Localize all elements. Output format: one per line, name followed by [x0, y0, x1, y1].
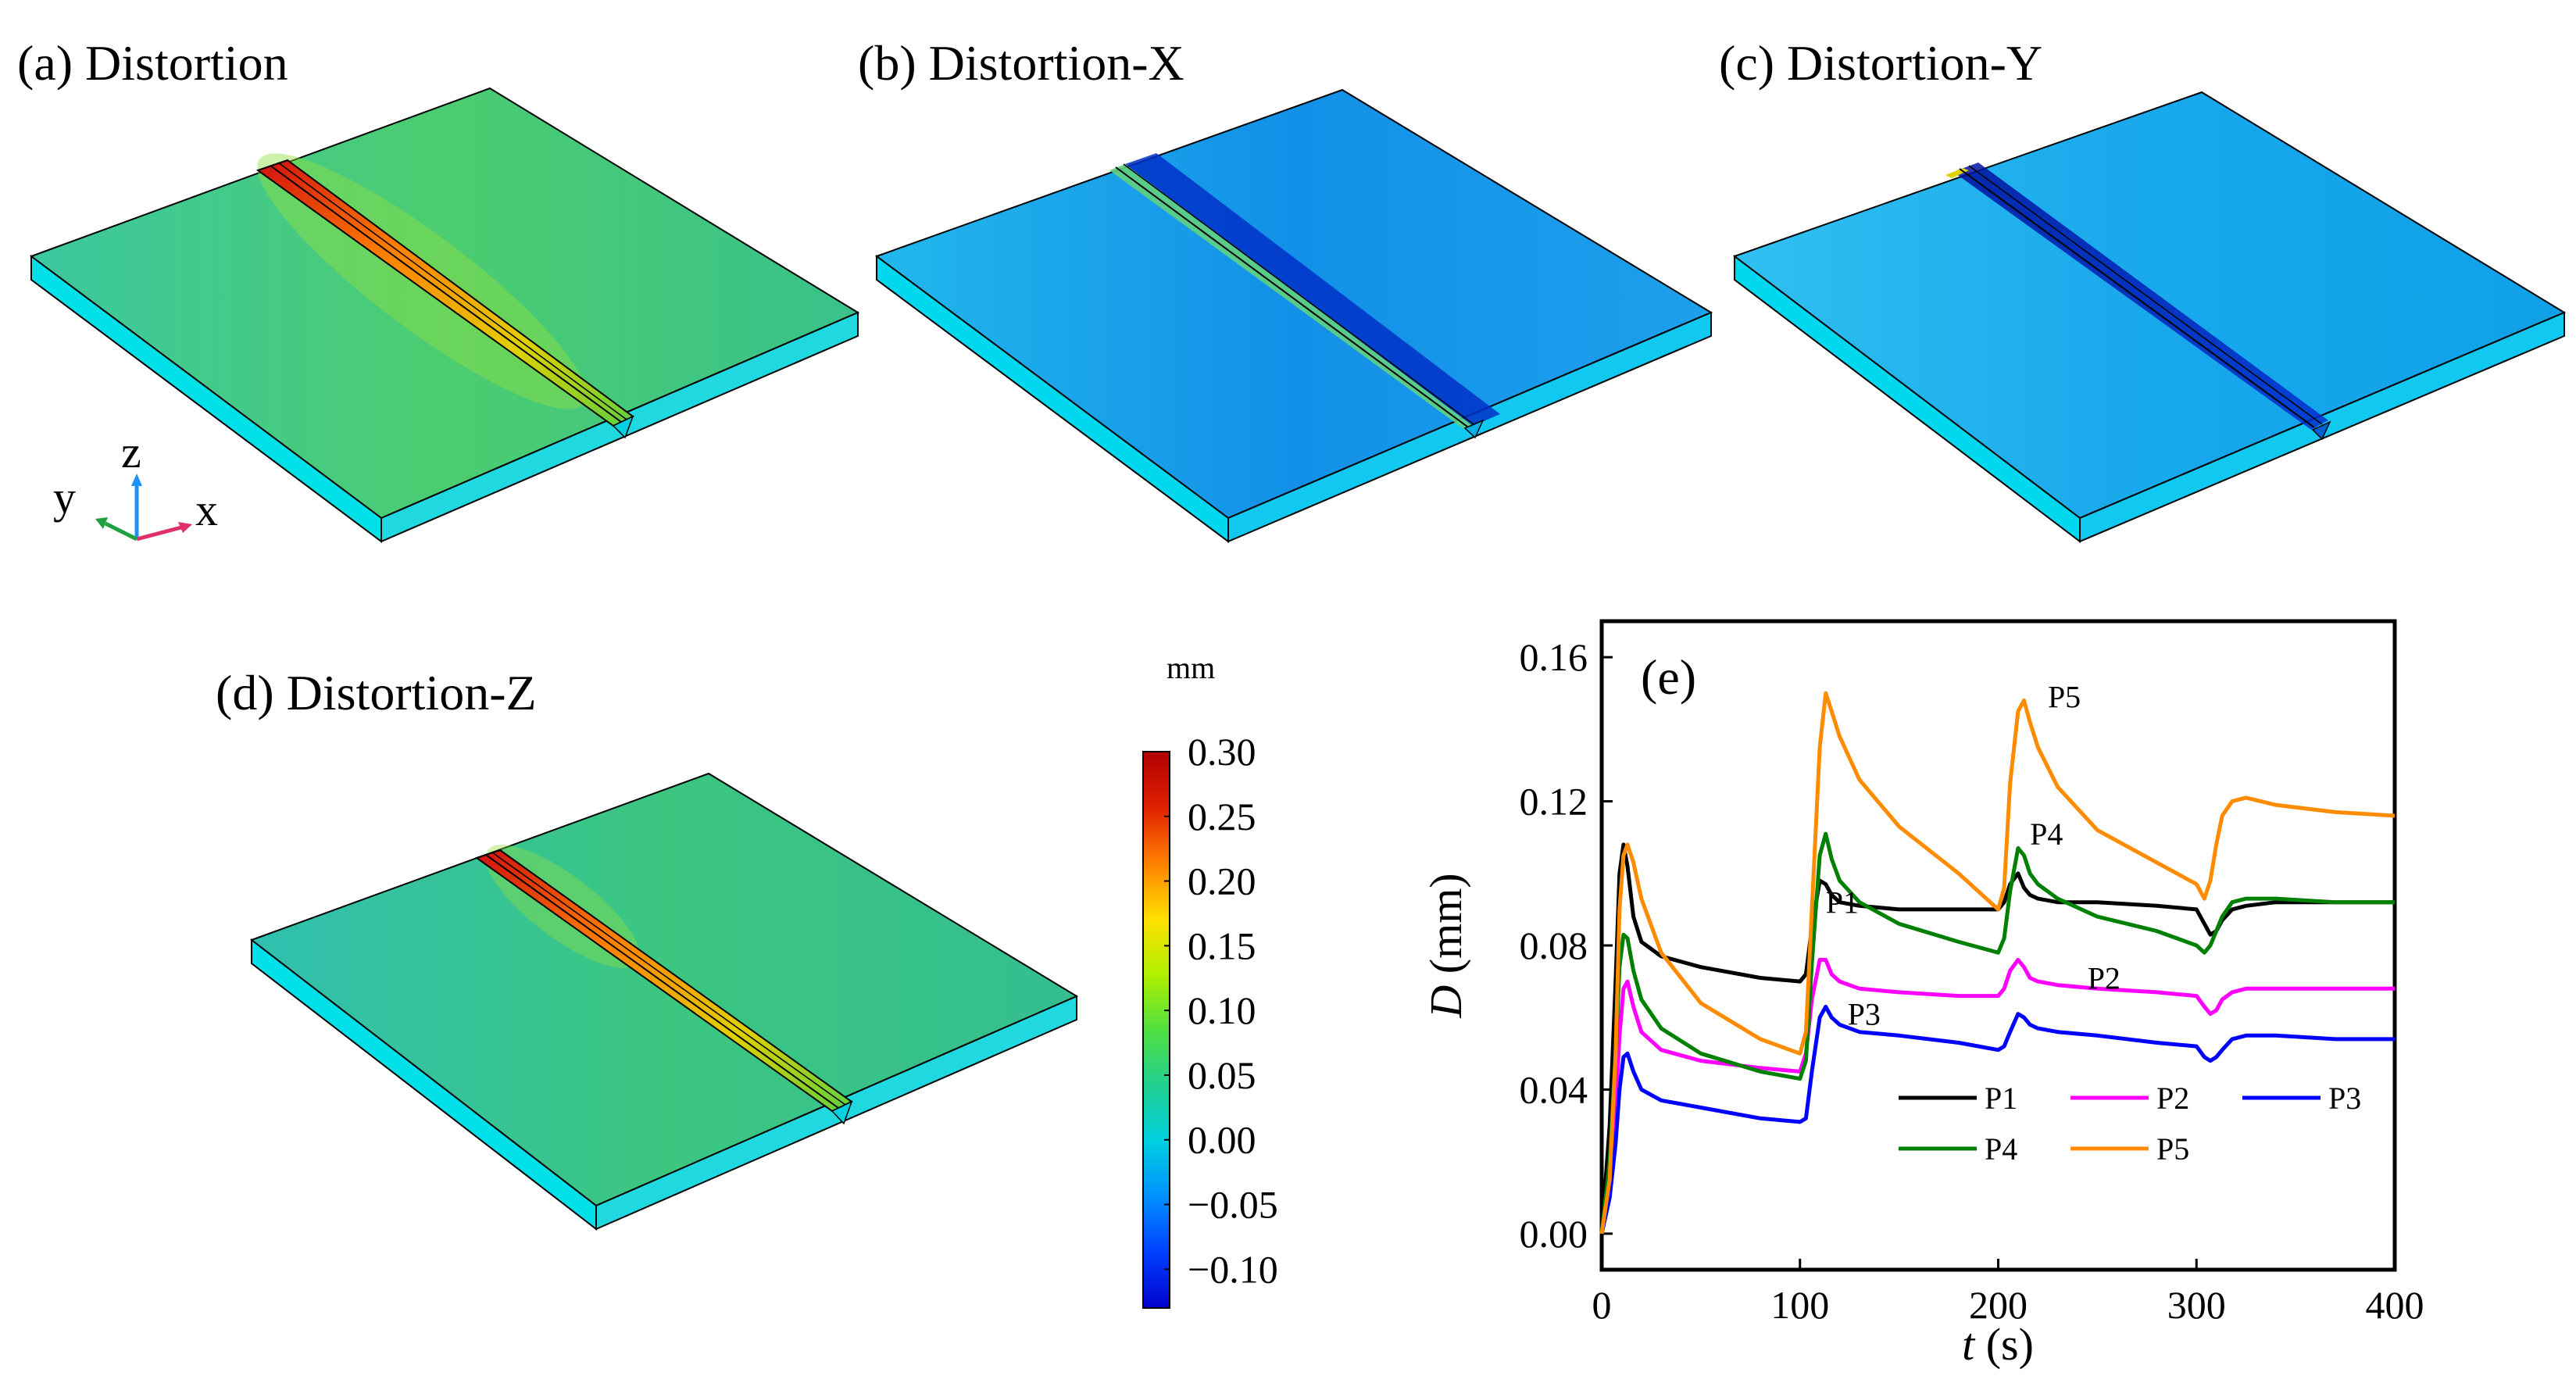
- triad-y-label: y: [53, 472, 76, 523]
- colorbar-tick-label: 0.30: [1188, 730, 1256, 774]
- axis-triad: z x y: [53, 427, 218, 541]
- y-axis-label: D (mm): [1420, 873, 1471, 1018]
- colorbar-unit: mm: [1167, 650, 1215, 685]
- annotation-p4: P4: [2030, 817, 2063, 852]
- x-tick-label: 200: [1969, 1283, 2028, 1327]
- colorbar-tick-label: 0.00: [1188, 1118, 1256, 1162]
- x-tick-label: 300: [2167, 1283, 2226, 1327]
- y-tick-label: 0.08: [1520, 924, 1588, 967]
- colorbar-gradient: [1142, 751, 1170, 1309]
- y-tick-label: 0.12: [1520, 780, 1588, 824]
- line-chart: 0 100 200 300 400 0.00 0.04 0.08 0.12 0.16 P5 P4 P1…: [1420, 619, 2424, 1370]
- series-line-p2: [1599, 957, 2395, 1235]
- chart-panel-label: (e): [1641, 649, 1696, 705]
- series-line-p3: [1599, 1004, 2395, 1235]
- y-tick-label: 0.16: [1520, 635, 1588, 679]
- plot-frame: [1599, 619, 2397, 1272]
- colorbar-tick-label: 0.25: [1188, 795, 1256, 838]
- x-tick-label: 100: [1770, 1283, 1829, 1327]
- legend-label-p3: P3: [2328, 1081, 2361, 1116]
- y-tick-label: 0.00: [1520, 1212, 1588, 1256]
- plate-d: [249, 772, 1079, 1231]
- series-line-p4: [1599, 831, 2395, 1235]
- colorbar-tick-label: −0.10: [1188, 1247, 1278, 1291]
- panel-a-title: (a) Distortion: [17, 35, 288, 91]
- x-tick-label: 400: [2366, 1283, 2424, 1327]
- annotation-p5: P5: [2048, 680, 2081, 715]
- panel-d-title: (d) Distortion-Z: [216, 665, 537, 720]
- x-axis-label: t (s): [1962, 1319, 2034, 1370]
- legend-label-p4: P4: [1985, 1131, 2017, 1167]
- triad-x-label: x: [195, 484, 218, 535]
- legend-label-p5: P5: [2156, 1131, 2189, 1167]
- y-axis-arrow: [104, 521, 138, 541]
- annotation-p1: P1: [1826, 885, 1859, 920]
- series-line-p1: [1599, 842, 2395, 1235]
- plate-a: [29, 87, 860, 543]
- panel-b-title: (b) Distortion-X: [858, 35, 1184, 91]
- panel-c-title: (c) Distortion-Y: [1719, 35, 2042, 91]
- legend-label-p1: P1: [1985, 1081, 2017, 1116]
- annotation-p2: P2: [2088, 960, 2120, 995]
- plate-c: [1732, 91, 2567, 544]
- colorbar-tick-label: 0.15: [1188, 924, 1256, 967]
- series-line-p5: [1599, 691, 2396, 1235]
- colorbar: mm 0.30 0.25 0.20 0.15 0.10 0.05 0.00 −0.05 −0.1…: [1142, 650, 1278, 1309]
- annotation-p3: P3: [1848, 996, 1881, 1031]
- colorbar-tick-label: 0.05: [1188, 1053, 1256, 1097]
- y-tick-label: 0.04: [1520, 1067, 1588, 1111]
- legend-label-p2: P2: [2156, 1081, 2189, 1116]
- triad-z-label: z: [121, 427, 141, 477]
- x-axis-arrow: [136, 525, 182, 541]
- plate-b: [874, 88, 1713, 543]
- colorbar-tick-label: 0.20: [1188, 859, 1256, 903]
- x-tick-label: 0: [1592, 1283, 1612, 1327]
- colorbar-tick-label: 0.10: [1188, 988, 1256, 1032]
- colorbar-tick-label: −0.05: [1188, 1183, 1278, 1227]
